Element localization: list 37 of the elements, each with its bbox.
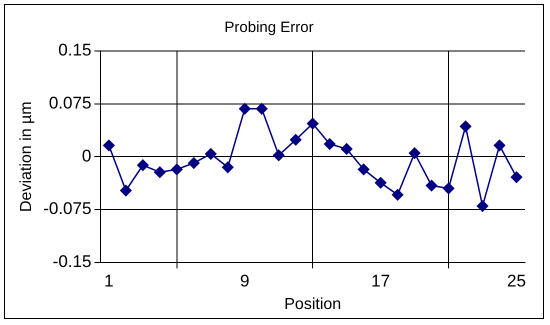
chart-title: Probing Error	[224, 19, 314, 36]
x-tick-label: 9	[240, 271, 250, 290]
point	[476, 200, 488, 212]
point	[120, 184, 132, 196]
y-tick-label: -0.075	[43, 199, 92, 218]
point	[340, 143, 352, 155]
point	[392, 189, 404, 200]
point	[188, 157, 200, 169]
y-tick-label: -0.15	[52, 252, 92, 272]
point	[171, 164, 183, 176]
point	[408, 147, 420, 159]
point	[272, 150, 284, 162]
point	[510, 171, 522, 183]
point	[358, 164, 370, 176]
point	[103, 140, 115, 152]
point	[222, 162, 234, 174]
point	[290, 134, 302, 146]
point	[154, 166, 166, 178]
x-tick-label: 17	[371, 271, 390, 290]
point	[494, 140, 506, 152]
y-tick-label: 0.15	[58, 40, 92, 60]
point	[374, 177, 386, 189]
point	[256, 103, 268, 115]
point	[205, 148, 217, 160]
point	[426, 180, 438, 192]
point	[306, 118, 318, 130]
x-axis-title: Position	[284, 296, 342, 313]
y-axis-title: Deviation in µm	[18, 101, 36, 212]
x-tick-label: 1	[104, 271, 114, 290]
point	[137, 159, 149, 171]
x-tick-label: 25	[507, 271, 526, 290]
y-tick-label: 0.075	[48, 94, 92, 113]
point	[460, 120, 472, 132]
point	[239, 103, 251, 115]
point	[442, 182, 454, 194]
y-tick-label: 0	[82, 146, 92, 166]
point	[324, 138, 336, 150]
